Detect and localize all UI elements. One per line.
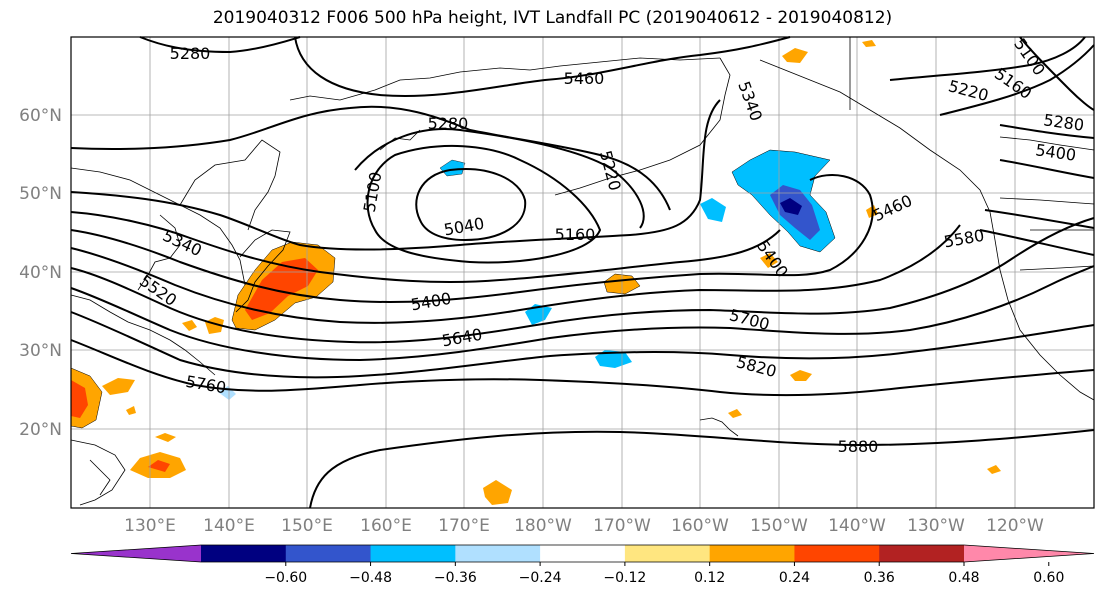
- colorbar: −0.60 −0.48 −0.36 −0.24 −0.12 0.12 0.24 0.36 0.4…: [70, 544, 1095, 586]
- colorbar-tick-label: 0.36: [864, 570, 895, 586]
- colorbar-extend-low: [71, 545, 201, 562]
- colorbar-tick-label: −0.60: [264, 570, 307, 586]
- colorbar-extend-high: [964, 545, 1094, 562]
- colorbar-segment: [370, 545, 456, 562]
- colorbar-segment: [624, 545, 711, 562]
- height-contours: [70, 36, 1095, 509]
- colorbar-segment: [540, 545, 626, 562]
- contour-label: 5280: [428, 114, 469, 133]
- contour-label: 5280: [170, 44, 211, 63]
- map-frame: [70, 36, 1095, 509]
- lon-label: 170°E: [438, 516, 490, 536]
- colorbar-tick-label: 0.24: [779, 570, 810, 586]
- colorbar-tick-label: −0.36: [434, 570, 477, 586]
- lat-label: 40°N: [19, 263, 62, 283]
- colorbar-tick-label: 0.12: [694, 570, 725, 586]
- lon-label: 130°E: [124, 516, 176, 536]
- colorbar-tick-label: 0.60: [1033, 570, 1064, 586]
- colorbar-segment: [709, 545, 795, 562]
- colorbar-tick-label: 0.48: [948, 570, 979, 586]
- lon-label: 170°W: [593, 516, 651, 536]
- lon-label: 160°E: [360, 516, 412, 536]
- colorbar-segment: [201, 545, 287, 562]
- lon-label: 140°E: [203, 516, 255, 536]
- map-title: 2019040312 F006 500 hPa height, IVT Land…: [212, 8, 893, 28]
- lat-labels: 60°N 50°N 40°N 30°N 20°N: [19, 106, 62, 440]
- lon-labels: 130°E 140°E 150°E 160°E 170°E 180°W 170°…: [124, 516, 1044, 536]
- colorbar-segment: [285, 545, 372, 562]
- lon-label: 140°W: [828, 516, 886, 536]
- lon-label: 150°W: [750, 516, 808, 536]
- map-panel: 5280 5460 5280 5220 5100 5040 5160 5340 …: [70, 35, 1095, 509]
- lon-label: 150°E: [281, 516, 333, 536]
- lon-label: 120°W: [986, 516, 1044, 536]
- lon-label: 160°W: [671, 516, 729, 536]
- colorbar-tick-label: −0.48: [349, 570, 392, 586]
- colorbar-tick-label: −0.12: [603, 570, 646, 586]
- colorbar-segment: [794, 545, 880, 562]
- lat-label: 20°N: [19, 420, 62, 440]
- lon-label: 130°W: [907, 516, 965, 536]
- contour-label: 5160: [555, 225, 596, 244]
- lon-label: 180°W: [514, 516, 572, 536]
- lat-label: 30°N: [19, 341, 62, 361]
- contour-label: 5880: [838, 437, 879, 456]
- colorbar-tick-label: −0.24: [519, 570, 562, 586]
- colorbar-segment: [455, 545, 541, 562]
- lat-label: 50°N: [19, 184, 62, 204]
- colorbar-outline: [70, 544, 1095, 563]
- contour-label: 5460: [564, 69, 605, 88]
- colorbar-segment: [879, 545, 965, 562]
- lat-label: 60°N: [19, 106, 62, 126]
